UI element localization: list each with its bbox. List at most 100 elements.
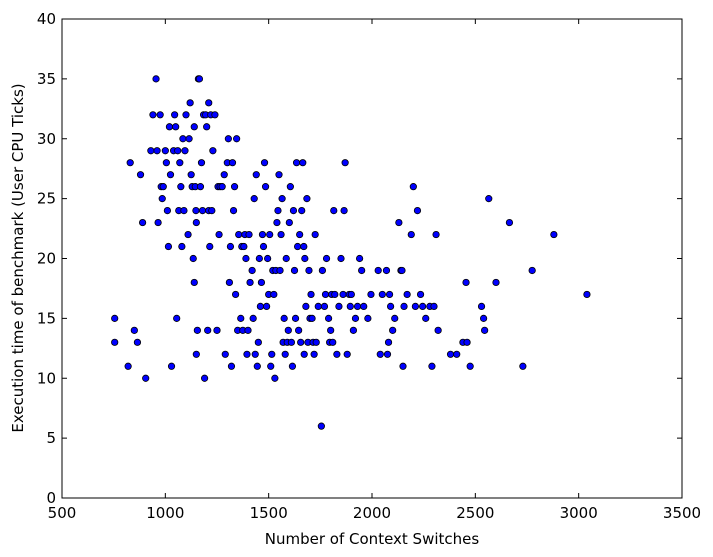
data-point [311,230,319,239]
data-point [211,111,219,119]
data-point [364,314,372,322]
data-point [318,266,326,275]
data-point [198,207,207,215]
data-point [302,302,310,310]
data-point [153,147,161,155]
data-point [213,326,221,334]
data-point [220,171,228,179]
data-point [434,326,442,334]
data-point [346,302,354,310]
data-point [290,266,299,275]
data-point [240,242,248,251]
data-point [288,362,297,370]
data-point [261,183,270,191]
data-point [193,326,201,334]
data-point [327,326,335,334]
data-point [176,159,184,167]
data-point [266,230,274,239]
data-point [321,290,330,299]
data-point [192,218,200,227]
data-point [246,278,254,287]
data-point [343,350,351,358]
data-point [162,159,170,167]
data-point [225,278,233,287]
data-point [248,266,256,275]
data-point [293,242,302,251]
x-tick-label: 3000 [560,504,598,522]
data-point [197,159,206,167]
data-point [411,302,419,310]
y-tick-label: 25 [37,190,56,208]
data-point [583,290,591,299]
data-point [254,338,262,346]
data-point [298,207,306,215]
data-point [206,242,214,251]
data-point [209,147,217,155]
data-point [133,338,142,346]
data-point [257,278,266,287]
data-point [355,254,364,263]
data-point [409,183,417,191]
data-point [167,362,176,370]
data-point [462,278,470,287]
data-point [333,350,341,358]
data-point [111,338,119,346]
x-tick-label: 2500 [456,504,494,522]
data-point [166,171,175,179]
data-point [264,254,272,263]
x-tick-label: 3500 [663,504,701,522]
data-point [253,362,261,370]
data-point [453,350,461,358]
data-point [126,159,134,167]
y-tick-label: 40 [37,10,56,28]
y-tick-label: 20 [37,250,56,268]
data-point [130,326,138,334]
data-point [331,290,339,299]
data-point [463,338,471,346]
data-point [181,147,189,155]
y-tick-label: 30 [37,130,56,148]
data-point [159,183,167,191]
x-tick-label: 2000 [353,504,391,522]
data-point [163,207,171,215]
data-point [281,350,289,358]
data-point [224,135,232,143]
data-point [149,111,157,119]
data-point [232,290,240,299]
data-point [550,230,558,239]
data-point [308,314,316,322]
data-point [177,183,185,191]
data-point [260,159,269,167]
data-point [273,218,281,227]
data-point [376,350,384,358]
data-point [244,326,252,334]
data-point [233,135,241,143]
data-point [347,290,355,299]
data-points [111,75,591,430]
data-point [190,123,198,131]
data-point [245,230,253,239]
data-point [228,159,237,167]
data-point [329,338,337,346]
data-point [378,290,386,299]
data-point [252,171,260,179]
data-point [185,135,193,143]
data-point [351,314,360,322]
y-tick-label: 10 [37,369,56,387]
y-axis-label: Execution time of benchmark (User CPU Ti… [9,83,27,432]
data-point [274,207,282,215]
data-point [243,350,251,358]
data-point [367,290,375,299]
data-point [322,254,331,263]
data-point [505,218,514,227]
data-point [230,183,239,191]
data-point [422,314,430,322]
data-point [276,266,284,275]
data-point [139,218,147,227]
data-point [280,314,288,322]
data-point [416,290,425,299]
data-point [300,242,308,251]
data-point [353,302,362,310]
data-point [255,254,263,263]
data-point [307,290,315,299]
